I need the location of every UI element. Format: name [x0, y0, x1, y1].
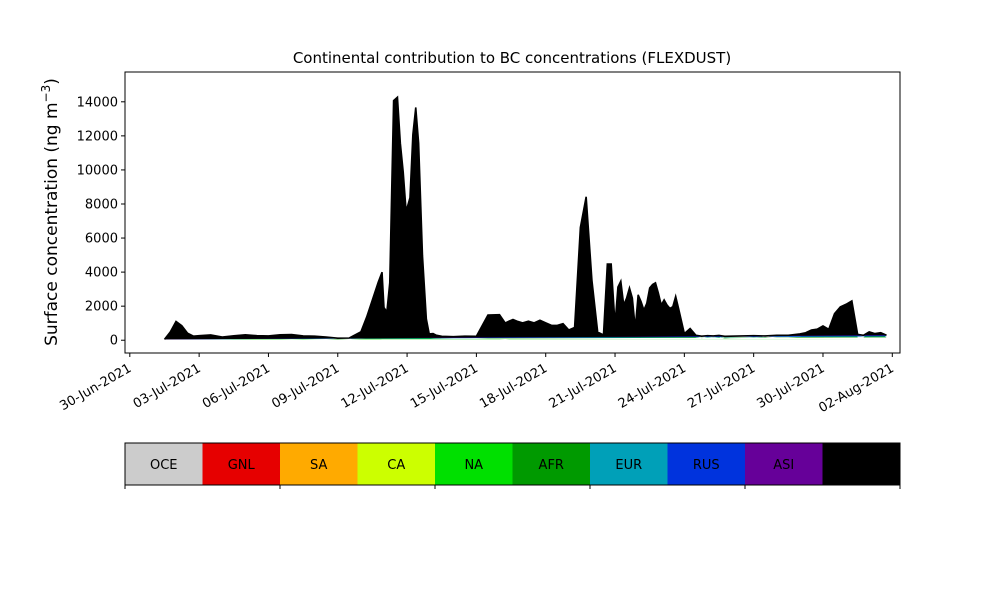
x-tick-label: 18-Jul-2021: [477, 361, 550, 412]
legend-label-afr: AFR: [539, 458, 564, 473]
y-tick-label: 12000: [77, 129, 118, 144]
plot-axes: 0 2000 4000 6000 8000 10000 12000 14000 30-Jun-2…: [57, 71, 901, 416]
y-tick-label: 2000: [85, 300, 118, 315]
y-axis-label: Surface concentration (ng m−3): [39, 78, 62, 346]
legend-swatch-asi: [745, 443, 823, 485]
y-tick-label: 14000: [77, 95, 118, 110]
legend-label-asi: ASI: [773, 458, 794, 473]
x-tick-label: 24-Jul-2021: [616, 361, 689, 412]
x-tick-label: 30-Jun-2021: [57, 361, 134, 414]
series-area-aus: [163, 95, 887, 340]
x-tick-label: 06-Jul-2021: [200, 361, 273, 412]
legend-label-sa: SA: [310, 458, 327, 473]
series-area-rus: [164, 104, 887, 340]
legend-label-ca: CA: [387, 458, 405, 473]
x-tick-label: 21-Jul-2021: [547, 361, 620, 412]
x-tick-label: 09-Jul-2021: [269, 361, 342, 412]
legend-swatch-na: [435, 443, 513, 485]
legend-swatch-ca: [357, 443, 436, 485]
legend-label-rus: RUS: [693, 458, 720, 473]
legend-swatch-gnl: [202, 443, 281, 485]
legend-label-aus: AUS: [848, 458, 875, 473]
legend-label-gnl: GNL: [228, 458, 256, 473]
legend-swatch-eur: [590, 443, 668, 485]
y-axis-label-main: Surface concentration (ng m: [42, 102, 62, 345]
chart-title: Continental contribution to BC concentra…: [293, 49, 731, 67]
y-tick-label: 8000: [85, 197, 118, 212]
legend-frame: [124, 442, 901, 486]
x-tick-label: 02-Aug-2021: [816, 361, 896, 416]
x-tick-label: 15-Jul-2021: [408, 361, 481, 412]
x-tick-label: 27-Jul-2021: [685, 361, 758, 412]
series-area-asi: [164, 97, 887, 340]
legend-colorbar: OCE GNL SA CA NA AFR EUR RUS ASI AUS: [124, 442, 901, 489]
legend-label-na: NA: [464, 458, 483, 473]
series-areas: [163, 95, 887, 340]
legend-label-eur: EUR: [615, 458, 642, 473]
y-tick-label: 10000: [77, 163, 118, 178]
series-area-eur: [164, 106, 887, 340]
legend-swatch-sa: [280, 443, 358, 485]
legend-swatch-afr: [512, 443, 591, 485]
legend-swatch-oce: [125, 443, 203, 485]
y-tick-label: 0: [110, 334, 118, 349]
plot-frame: [124, 71, 901, 354]
x-tick-label: 12-Jul-2021: [339, 361, 412, 412]
y-tick-label: 4000: [85, 266, 118, 281]
legend-label-oce: OCE: [150, 458, 178, 473]
y-axis-label-exponent: −3: [39, 85, 53, 103]
series-area-afr: [164, 130, 887, 340]
legend-swatch-aus: [822, 443, 901, 485]
legend-swatch-rus: [667, 443, 746, 485]
y-axis-label-close: ): [42, 78, 62, 85]
y-tick-label: 6000: [85, 232, 118, 247]
x-tick-label: 03-Jul-2021: [131, 361, 204, 412]
